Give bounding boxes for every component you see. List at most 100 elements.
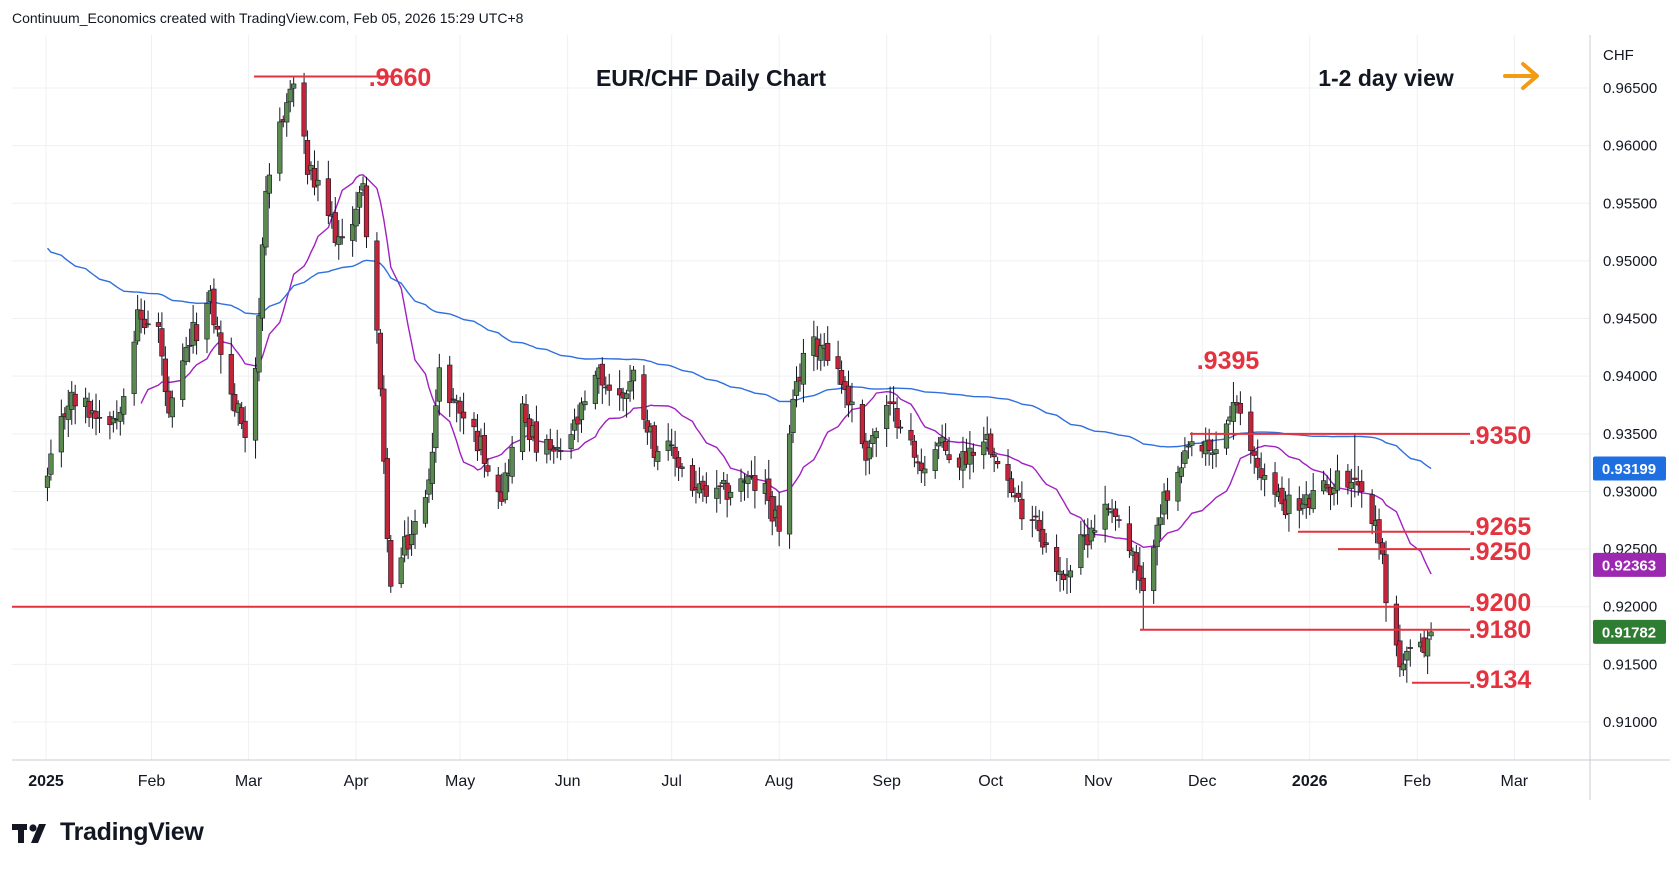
x-axis[interactable]: 2025 Feb Mar Apr May Jun Jul Aug Sep Oct Nov Dec 202…	[28, 773, 1529, 790]
candle-body	[180, 360, 186, 400]
candle-body	[1161, 491, 1167, 515]
candle-body	[932, 449, 938, 471]
candle	[575, 404, 581, 443]
candle	[1116, 514, 1122, 528]
candle-body	[571, 419, 578, 431]
candle-body	[1407, 647, 1413, 649]
price-badge: 0.92363	[1593, 552, 1666, 577]
candle	[1345, 464, 1351, 495]
candle	[1310, 473, 1316, 513]
candle	[1164, 477, 1171, 520]
level-label: .9395	[1197, 347, 1260, 375]
candle-body	[252, 368, 259, 441]
candle-body	[630, 369, 637, 382]
candle	[412, 509, 418, 549]
candle-body	[1133, 552, 1139, 571]
candle	[1182, 437, 1188, 469]
candle-body	[408, 534, 415, 546]
axis-borders	[12, 35, 1670, 800]
candle	[724, 473, 730, 518]
y-tick-label: 0.92000	[1603, 599, 1657, 616]
candle	[568, 423, 574, 459]
candle	[849, 382, 855, 423]
candle	[48, 439, 54, 481]
candle-body	[793, 381, 800, 396]
candle	[1043, 532, 1049, 553]
candle-body	[332, 212, 338, 243]
candle	[1272, 462, 1278, 508]
candle-body	[93, 410, 99, 419]
candle-body	[239, 407, 245, 424]
candle-body	[350, 224, 356, 241]
x-tick-label: Oct	[978, 773, 1003, 790]
x-tick-label: Mar	[1501, 773, 1529, 790]
candle	[943, 423, 949, 456]
x-tick-label: Sep	[872, 773, 901, 790]
candle	[1324, 475, 1330, 493]
candle	[915, 454, 921, 475]
candle	[363, 176, 370, 249]
candle	[1060, 569, 1067, 591]
candle-body	[1140, 577, 1146, 591]
candle-body	[1015, 492, 1022, 498]
candle	[135, 294, 141, 345]
candle-body	[218, 332, 224, 355]
candle	[252, 357, 259, 459]
price-badge-label: 0.93199	[1602, 461, 1656, 478]
candle-body	[377, 332, 383, 390]
candle	[481, 422, 488, 478]
candle	[1189, 432, 1195, 457]
candle-body	[981, 441, 987, 456]
price-badge-bg	[1593, 619, 1666, 644]
candle	[350, 206, 356, 257]
candle	[72, 384, 78, 425]
candle	[485, 457, 491, 477]
candle-body	[859, 404, 865, 445]
candle	[509, 435, 515, 484]
y-tick-label: 0.91500	[1603, 656, 1657, 673]
candle	[1223, 419, 1230, 455]
candle	[145, 310, 151, 328]
candle-body	[884, 404, 890, 430]
candle	[96, 400, 103, 433]
candle	[582, 390, 588, 411]
candle-body	[870, 434, 876, 444]
candle	[211, 278, 217, 334]
candle	[1140, 562, 1146, 630]
price-badge-label: 0.91782	[1602, 624, 1656, 641]
candle-body	[672, 446, 678, 459]
candle	[86, 392, 92, 427]
y-axis[interactable]: 0.96500 0.96000 0.95500 0.95000 0.94500 0.940…	[1603, 80, 1657, 731]
candle	[1300, 493, 1306, 515]
candle-body	[1036, 519, 1042, 532]
candle	[970, 443, 976, 473]
candle	[918, 448, 924, 483]
arrow-right-icon	[1503, 62, 1539, 90]
candle	[242, 406, 248, 453]
candle	[911, 434, 918, 468]
y-tick-label: 0.91000	[1603, 714, 1657, 731]
candle	[1102, 485, 1108, 543]
x-tick-label: May	[445, 773, 475, 790]
candle-body	[1331, 487, 1337, 494]
candle-body	[689, 465, 696, 491]
candle-body	[651, 425, 657, 458]
candle-body	[429, 451, 435, 484]
candle-body	[211, 288, 217, 326]
candle	[547, 428, 553, 461]
tradingview-logo[interactable]: TradingView	[12, 818, 204, 847]
candle	[495, 466, 501, 509]
candle-body	[193, 324, 200, 341]
candle-body	[1005, 464, 1011, 481]
candle-body	[606, 384, 612, 391]
candle	[121, 388, 127, 425]
candle	[703, 472, 709, 504]
candle-body	[575, 416, 581, 425]
candle	[571, 408, 578, 441]
chart-attribution: Continuum_Economics created with Trading…	[12, 10, 524, 26]
candle-body	[675, 457, 682, 468]
candle	[870, 428, 876, 458]
candle-body	[523, 404, 529, 423]
x-tick-label: Feb	[138, 773, 166, 790]
